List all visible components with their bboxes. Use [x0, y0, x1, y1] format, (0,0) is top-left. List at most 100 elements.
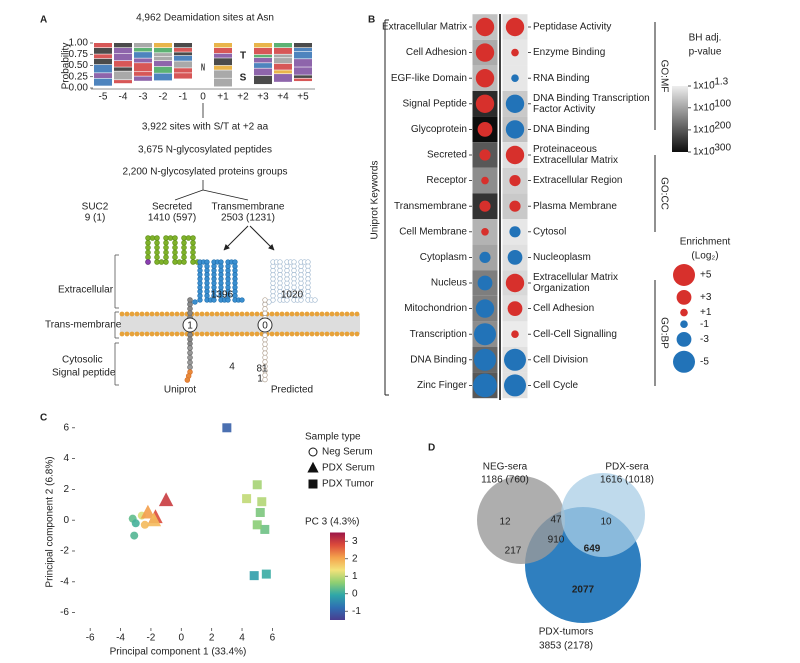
term: DNA Binding [533, 124, 590, 135]
legend-label: 1x10 [693, 81, 715, 92]
residue [145, 240, 151, 246]
lipid-head [279, 331, 285, 337]
region-count: 47 [550, 515, 562, 526]
lipid-head [254, 331, 260, 337]
lipid-head [284, 331, 290, 337]
lipid-head [269, 311, 275, 317]
logo-stripe [294, 59, 312, 67]
residue [187, 354, 193, 361]
residue [154, 259, 160, 265]
count: 1396 [211, 290, 234, 301]
logo-stripe [114, 53, 132, 61]
step: 2,200 N-glycosylated proteins groups [122, 167, 287, 178]
legend-marker [307, 461, 319, 473]
lipid-head [304, 311, 310, 317]
set-count: 1616 (1018) [600, 475, 654, 486]
point [257, 497, 267, 507]
logo-stripe [114, 61, 132, 67]
logo-stripe [294, 43, 312, 48]
residue [181, 235, 187, 241]
lipid-head [269, 331, 275, 337]
lipid-head [159, 311, 165, 317]
logo-stripe [94, 58, 112, 65]
lipid-head [139, 311, 145, 317]
signal-peptide: Signal peptide [52, 368, 116, 379]
term: Cytoplasm [420, 252, 467, 263]
residue [181, 249, 187, 256]
term: EGF-like Domain [391, 73, 467, 84]
group-name: Transmembrane [212, 202, 285, 213]
legend-marker [308, 479, 318, 489]
enrichment-dot [507, 301, 523, 316]
region: Extracellular [58, 285, 114, 296]
enrichment-dot [479, 149, 491, 161]
lipid-head [204, 311, 210, 317]
term: Cell-Cell Signalling [533, 329, 617, 340]
logo-stripe [214, 48, 232, 54]
region-count: 2077 [572, 585, 595, 596]
panel-label: A [40, 15, 47, 26]
logo-stripe [174, 68, 192, 73]
logo-stripe [274, 54, 292, 58]
venn-set [477, 476, 565, 564]
lipid-head [274, 331, 280, 337]
lipid-head [179, 311, 185, 317]
title: 4,962 Deamidation sites at Asn [136, 13, 274, 24]
logo-letter: N [201, 62, 205, 73]
go-group: GO:CC [658, 177, 669, 210]
lipid-head [164, 331, 170, 337]
logo-stripe [274, 70, 292, 74]
legend-title: Enrichment [680, 237, 731, 248]
logo-stripe [254, 54, 272, 58]
enrichment-dot [511, 48, 519, 57]
axis-title: Uniprot Keywords [370, 161, 381, 240]
legend-marker [308, 447, 318, 457]
point [260, 524, 270, 534]
lipid-head [169, 331, 175, 337]
logo-stripe [174, 52, 192, 56]
y-tick-label: 0.75 [69, 49, 89, 60]
term: Proteinaceous [533, 144, 597, 155]
term: Plasma Membrane [533, 201, 617, 212]
legend-dot [676, 332, 692, 347]
lipid-head [339, 311, 345, 317]
legend-title: p-value [689, 47, 722, 58]
group-name: Secreted [152, 202, 192, 213]
logo-stripe [174, 73, 192, 79]
logo-stripe [214, 58, 232, 66]
legend-dot [676, 290, 692, 305]
label: Predicted [271, 385, 313, 396]
group-name: SUC2 [82, 202, 109, 213]
y-tick-label: 0 [63, 515, 69, 526]
residue [190, 249, 196, 256]
legend-exponent: -100 [711, 98, 731, 109]
residue [262, 337, 268, 343]
region: Cytosolic [62, 355, 103, 366]
lipid-head [339, 331, 345, 337]
logo-stripe [134, 63, 152, 72]
membrane [120, 314, 360, 334]
logo-stripe [214, 70, 232, 78]
lipid-head [149, 331, 155, 337]
region-count: 12 [499, 517, 511, 528]
residue [145, 254, 151, 260]
residue [187, 364, 193, 370]
legend-title: Sample type [305, 432, 361, 443]
logo-stripe [214, 78, 232, 87]
residue [172, 244, 178, 251]
lipid-head [224, 331, 230, 337]
term: DNA Binding [410, 354, 467, 365]
logo-stripe [254, 43, 272, 48]
lipid-head [149, 311, 155, 317]
enrichment-dot [509, 175, 521, 187]
lipid-head [229, 331, 235, 337]
residue [181, 259, 187, 265]
y-tick-label: -2 [60, 546, 69, 557]
enrichment-dot [475, 94, 495, 114]
residue [163, 254, 169, 260]
lipid-head [194, 331, 200, 337]
logo-stripe [134, 48, 152, 52]
lipid-head [154, 331, 160, 337]
point [252, 520, 262, 530]
point [146, 512, 162, 527]
